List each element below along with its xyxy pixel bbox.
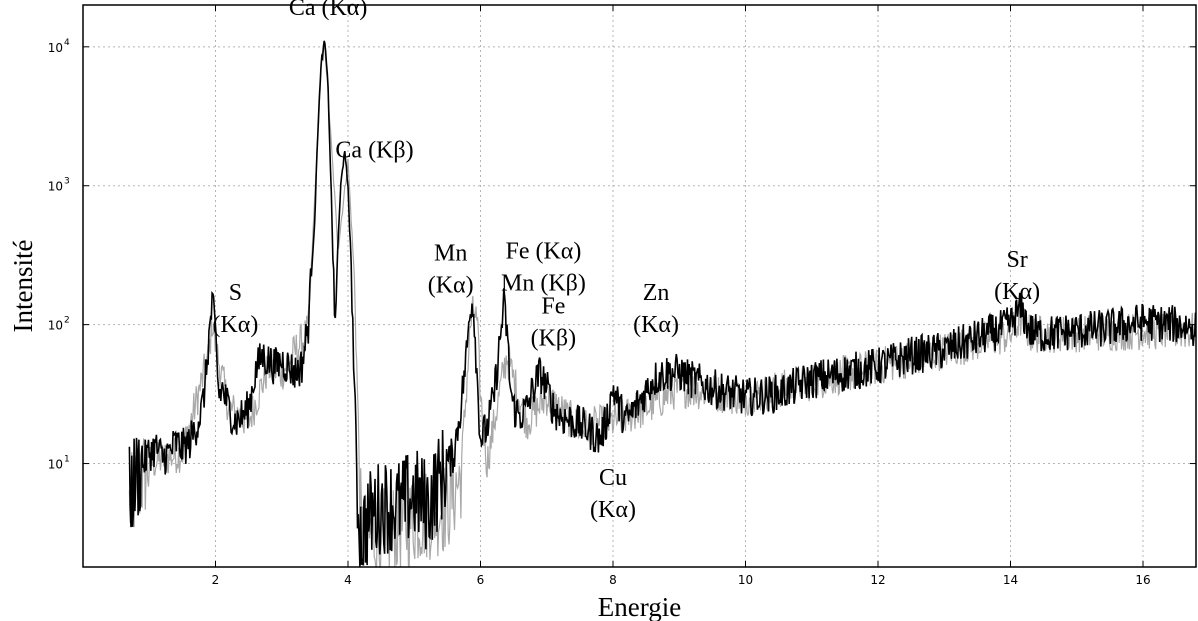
x-tick-label: 10	[738, 573, 753, 587]
peak-label-ca-kb: Ca (Kβ)	[335, 137, 413, 163]
peak-label-fe-ka-mn-kb: Fe (Kα) Mn (Kβ)	[501, 238, 586, 296]
y-tick-base: 10	[48, 180, 63, 194]
spectrum-line	[128, 43, 1197, 568]
y-tick-label: 10 3	[48, 177, 70, 194]
peak-label-line: Fe (Kα)	[505, 238, 581, 264]
y-tick-label: 10 4	[48, 38, 70, 55]
peak-label-ca-ka: Ca (Kα)	[289, 0, 368, 21]
peak-labels: S(Kα)Ca (Kα)Ca (Kβ)Mn(Kα)Fe (Kα)Mn (Kβ)F…	[212, 0, 1040, 523]
y-tick-base: 10	[48, 41, 63, 55]
peak-label-line: Sr	[1006, 247, 1027, 273]
peak-label-line: Cu	[599, 465, 627, 491]
peak-label-line: (Kα)	[994, 279, 1040, 305]
peak-label-line: Fe	[541, 294, 565, 320]
y-tick-exponent: 1	[64, 455, 70, 465]
y-tick-exponent: 3	[64, 177, 70, 187]
grid-lines	[83, 5, 1196, 567]
y-tick-exponent: 4	[64, 38, 70, 48]
peak-label-mn-ka: Mn (Kα)	[428, 240, 474, 298]
x-tick-label: 8	[609, 573, 617, 587]
peak-label-line: S	[229, 280, 242, 306]
spectrum-line	[128, 40, 1197, 567]
x-axis-title: Energie	[598, 592, 681, 621]
peak-label-line: (Kα)	[212, 312, 258, 338]
peak-label-line: Ca (Kα)	[289, 0, 368, 21]
x-tick-label: 6	[477, 573, 485, 587]
x-tick-label: 14	[1003, 573, 1018, 587]
x-tick-label: 16	[1135, 573, 1150, 587]
peak-label-line: (Kα)	[428, 272, 474, 298]
peak-label-line: (Kβ)	[531, 326, 577, 352]
x-tick-label: 2	[212, 573, 220, 587]
peak-label-sr-ka: Sr (Kα)	[994, 247, 1040, 305]
peak-label-fe-kb: Fe (Kβ)	[531, 294, 577, 352]
y-tick-base: 10	[48, 319, 63, 333]
peak-label-line: (Kα)	[590, 497, 636, 523]
peak-label-line: Zn	[643, 280, 670, 306]
peak-label-zn-ka: Zn (Kα)	[633, 280, 679, 338]
peak-label-s-ka: S (Kα)	[212, 280, 258, 338]
peak-label-cu-ka: Cu (Kα)	[590, 465, 636, 523]
x-tick-label: 4	[344, 573, 352, 587]
plot-frame	[82, 4, 1197, 568]
peak-label-line: (Kα)	[633, 312, 679, 338]
x-tick-label: 12	[870, 573, 885, 587]
x-axis: 2 4 6 8 10 12 14 16	[212, 5, 1151, 587]
y-tick-label: 10 1	[48, 455, 70, 472]
y-tick-label: 10 2	[48, 316, 70, 333]
peak-label-line: Mn (Kβ)	[501, 270, 586, 296]
peak-label-line: Mn	[434, 240, 467, 266]
y-tick-base: 10	[48, 458, 63, 472]
spectrum-series	[128, 40, 1197, 568]
y-axis-title: Intensité	[8, 240, 38, 333]
y-tick-exponent: 2	[64, 316, 70, 326]
peak-label-line: Ca (Kβ)	[335, 137, 413, 163]
